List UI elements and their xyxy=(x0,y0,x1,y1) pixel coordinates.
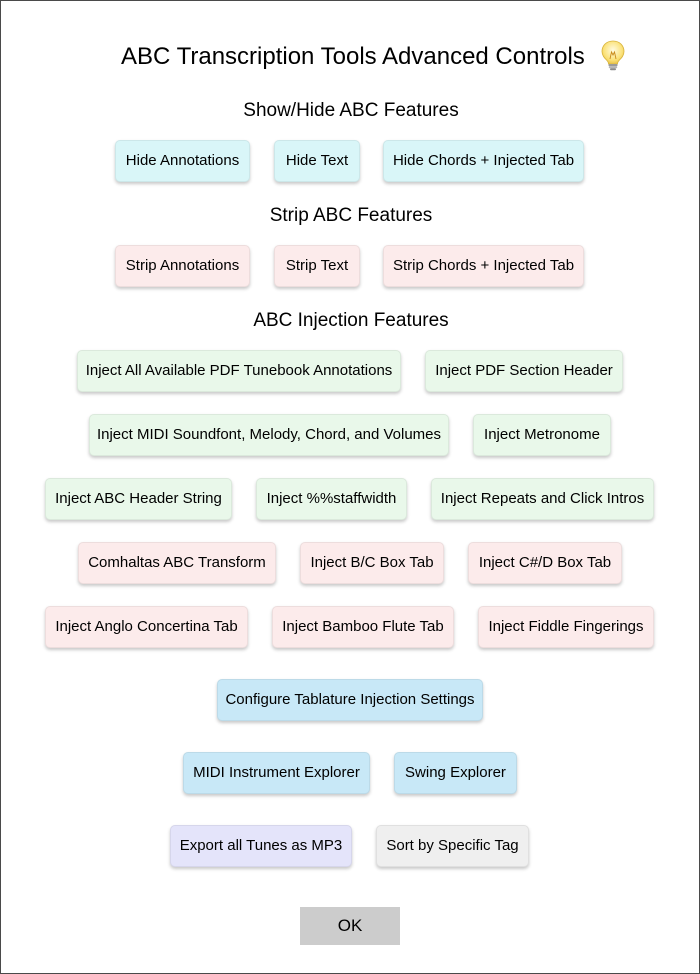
hide-annotations-button[interactable]: Hide Annotations xyxy=(115,140,250,182)
inject-csharp-d-box-tab-button[interactable]: Inject C#/D Box Tab xyxy=(468,542,622,584)
hide-text-button[interactable]: Hide Text xyxy=(274,140,360,182)
title-row: ABC Transcription Tools Advanced Control… xyxy=(1,39,700,75)
inject-pdf-section-header-button[interactable]: Inject PDF Section Header xyxy=(425,350,623,392)
inject-bc-box-tab-button[interactable]: Inject B/C Box Tab xyxy=(300,542,444,584)
dialog-title: ABC Transcription Tools Advanced Control… xyxy=(121,43,585,70)
inject-abc-header-button[interactable]: Inject ABC Header String xyxy=(45,478,232,520)
strip-chords-tab-button[interactable]: Strip Chords + Injected Tab xyxy=(383,245,584,287)
injection-row-1: Inject All Available PDF Tunebook Annota… xyxy=(1,350,700,394)
inject-fiddle-fingerings-button[interactable]: Inject Fiddle Fingerings xyxy=(478,606,654,648)
inject-pdf-annotations-button[interactable]: Inject All Available PDF Tunebook Annota… xyxy=(77,350,401,392)
injection-row-3: Inject ABC Header String Inject %%staffw… xyxy=(1,478,700,522)
explorer-row: MIDI Instrument Explorer Swing Explorer xyxy=(1,752,700,796)
inject-midi-soundfont-button[interactable]: Inject MIDI Soundfont, Melody, Chord, an… xyxy=(89,414,449,456)
show-hide-row: Hide Annotations Hide Text Hide Chords +… xyxy=(1,140,700,184)
strip-row: Strip Annotations Strip Text Strip Chord… xyxy=(1,245,700,289)
inject-metronome-button[interactable]: Inject Metronome xyxy=(473,414,611,456)
comhaltas-transform-button[interactable]: Comhaltas ABC Transform xyxy=(78,542,276,584)
ok-button[interactable]: OK xyxy=(300,907,400,945)
inject-staffwidth-button[interactable]: Inject %%staffwidth xyxy=(256,478,407,520)
strip-annotations-button[interactable]: Strip Annotations xyxy=(115,245,250,287)
swing-explorer-button[interactable]: Swing Explorer xyxy=(394,752,517,794)
configure-tablature-button[interactable]: Configure Tablature Injection Settings xyxy=(217,679,483,721)
injection-row-4: Comhaltas ABC Transform Inject B/C Box T… xyxy=(1,542,700,586)
hide-chords-tab-button[interactable]: Hide Chords + Injected Tab xyxy=(383,140,584,182)
export-sort-row: Export all Tunes as MP3 Sort by Specific… xyxy=(1,825,700,869)
lightbulb-icon[interactable] xyxy=(599,39,627,71)
inject-bamboo-flute-tab-button[interactable]: Inject Bamboo Flute Tab xyxy=(272,606,454,648)
inject-anglo-concertina-tab-button[interactable]: Inject Anglo Concertina Tab xyxy=(45,606,248,648)
injection-row-5: Inject Anglo Concertina Tab Inject Bambo… xyxy=(1,606,700,650)
configure-row: Configure Tablature Injection Settings xyxy=(1,679,700,723)
injection-heading: ABC Injection Features xyxy=(253,310,449,331)
injection-row-2: Inject MIDI Soundfont, Melody, Chord, an… xyxy=(1,414,700,458)
strip-heading: Strip ABC Features xyxy=(269,205,433,226)
midi-instrument-explorer-button[interactable]: MIDI Instrument Explorer xyxy=(183,752,370,794)
sort-by-tag-button[interactable]: Sort by Specific Tag xyxy=(376,825,529,867)
strip-text-button[interactable]: Strip Text xyxy=(274,245,360,287)
show-hide-heading: Show/Hide ABC Features xyxy=(243,100,459,121)
export-mp3-button[interactable]: Export all Tunes as MP3 xyxy=(170,825,352,867)
inject-repeats-click-intros-button[interactable]: Inject Repeats and Click Intros xyxy=(431,478,654,520)
